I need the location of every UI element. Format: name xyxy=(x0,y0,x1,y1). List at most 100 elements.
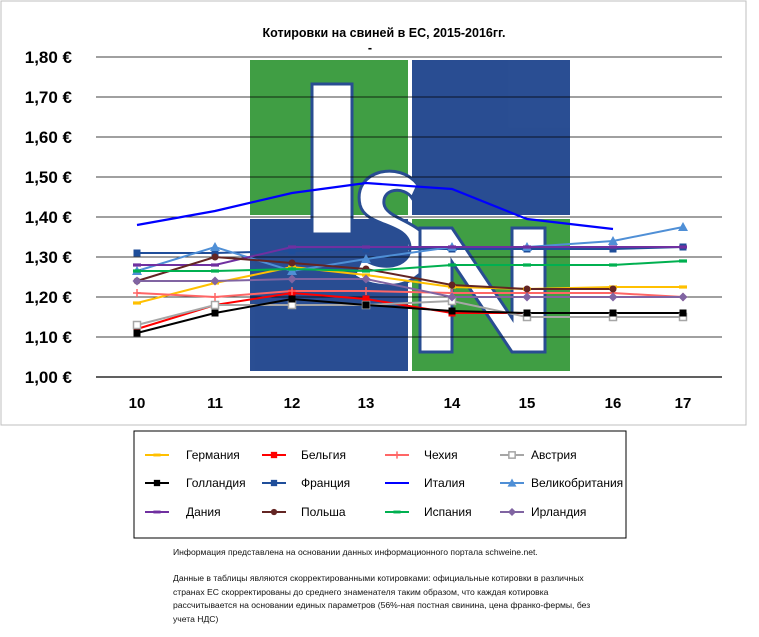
series-9-point xyxy=(523,285,531,293)
series-11-point xyxy=(678,292,688,302)
legend-label: Польша xyxy=(301,505,346,519)
series-0-point xyxy=(133,301,141,305)
series-2-point xyxy=(288,287,296,295)
y-tick-label: 1,80 € xyxy=(25,48,73,67)
legend-label: Дания xyxy=(186,505,221,519)
series-markers xyxy=(132,222,688,337)
series-5-point xyxy=(133,249,141,257)
series-10-point xyxy=(288,267,296,271)
series-8-point xyxy=(448,245,456,249)
series-6-line xyxy=(136,181,614,231)
series-11-point xyxy=(287,274,297,284)
legend-swatch-marker xyxy=(393,451,401,459)
series-2-point xyxy=(133,289,141,297)
series-11-point xyxy=(210,276,220,286)
y-tick-label: 1,20 € xyxy=(25,288,73,307)
series-8-point xyxy=(362,245,370,249)
legend: Германия Бельгия Чехия Австрия Голландия Фран… xyxy=(145,448,623,519)
series-11-point xyxy=(132,276,142,286)
series-9-point xyxy=(211,253,219,261)
legend-label: Бельгия xyxy=(301,448,346,462)
legend-swatch-marker xyxy=(153,453,161,457)
x-tick-label: 10 xyxy=(129,395,146,412)
x-axis-ticks: 10 11 12 13 14 15 16 17 xyxy=(129,395,692,412)
legend-item: Великобритания xyxy=(500,476,623,490)
legend-item: Испания xyxy=(385,505,472,519)
legend-swatch-marker xyxy=(270,451,278,459)
series-11-point xyxy=(447,292,457,302)
legend-label: Австрия xyxy=(531,448,577,462)
legend-swatch-marker xyxy=(270,479,278,487)
series-5-point xyxy=(288,247,296,255)
series-4-point xyxy=(133,329,141,337)
series-0-point xyxy=(679,285,687,289)
legend-item: Ирландия xyxy=(500,505,586,519)
y-tick-label: 1,00 € xyxy=(25,368,73,387)
chart-subtitle: - xyxy=(368,41,372,55)
y-axis-ticks: 1,00 € 1,10 € 1,20 € 1,30 € 1,40 € 1,50 € 1,60… xyxy=(25,48,73,387)
legend-label: Голландия xyxy=(186,476,246,490)
legend-item: Германия xyxy=(145,448,240,462)
legend-swatch-marker xyxy=(507,507,517,517)
series-4-point xyxy=(679,309,687,317)
series-1-point xyxy=(362,295,370,303)
y-tick-label: 1,50 € xyxy=(25,168,73,187)
x-tick-label: 16 xyxy=(605,395,622,412)
series-lines xyxy=(136,181,684,334)
series-9-point xyxy=(609,285,617,293)
series-8-point xyxy=(211,263,219,267)
legend-label: Франция xyxy=(301,476,350,490)
x-tick-label: 11 xyxy=(207,395,223,412)
series-7-point xyxy=(210,242,220,251)
series-11-point xyxy=(522,292,532,302)
logo-letter-i xyxy=(310,82,354,236)
series-4-line xyxy=(136,297,683,334)
series-5-point xyxy=(362,245,370,253)
legend-item: Польша xyxy=(262,505,346,519)
series-9-point xyxy=(288,259,296,267)
x-tick-label: 14 xyxy=(444,395,461,412)
legend-label: Чехия xyxy=(424,448,458,462)
series-3-point xyxy=(287,300,297,310)
x-tick-label: 12 xyxy=(284,395,301,412)
series-2-point xyxy=(362,287,370,295)
legend-swatch-marker xyxy=(508,451,516,459)
legend-item: Чехия xyxy=(385,448,458,462)
legend-label: Великобритания xyxy=(531,476,623,490)
legend-label: Италия xyxy=(424,476,465,490)
series-7-point xyxy=(608,236,618,245)
series-5-line xyxy=(137,246,684,254)
legend-item: Дания xyxy=(145,505,221,519)
series-3-line xyxy=(136,299,683,326)
series-10-point xyxy=(211,269,219,273)
logo-panel-top-right xyxy=(412,60,570,215)
series-11-line xyxy=(137,278,683,298)
legend-item: Италия xyxy=(385,476,465,490)
series-4-point xyxy=(362,301,370,309)
series-11-point xyxy=(361,274,371,284)
series-9-point xyxy=(448,281,456,289)
series-4-point xyxy=(288,295,296,303)
series-10-point xyxy=(609,263,617,267)
series-7-point xyxy=(678,222,688,231)
series-3-point xyxy=(132,320,142,330)
series-11-point xyxy=(608,292,618,302)
series-8-line xyxy=(137,246,683,266)
series-4-point xyxy=(523,309,531,317)
legend-item: Голландия xyxy=(145,476,246,490)
series-10-point xyxy=(523,263,531,267)
legend-item: Австрия xyxy=(500,448,577,462)
series-10-line xyxy=(137,260,684,273)
methodology-note: Данные в таблицы являются скорректирован… xyxy=(173,573,591,624)
series-8-point xyxy=(679,245,687,249)
y-tick-label: 1,60 € xyxy=(25,128,73,147)
legend-label: Ирландия xyxy=(531,505,586,519)
x-tick-label: 13 xyxy=(358,395,375,412)
series-8-point xyxy=(609,245,617,249)
series-2-point xyxy=(211,293,219,301)
series-7-point xyxy=(361,254,371,263)
x-tick-label: 17 xyxy=(675,395,692,412)
series-5-point xyxy=(211,249,219,257)
series-4-point xyxy=(211,309,219,317)
